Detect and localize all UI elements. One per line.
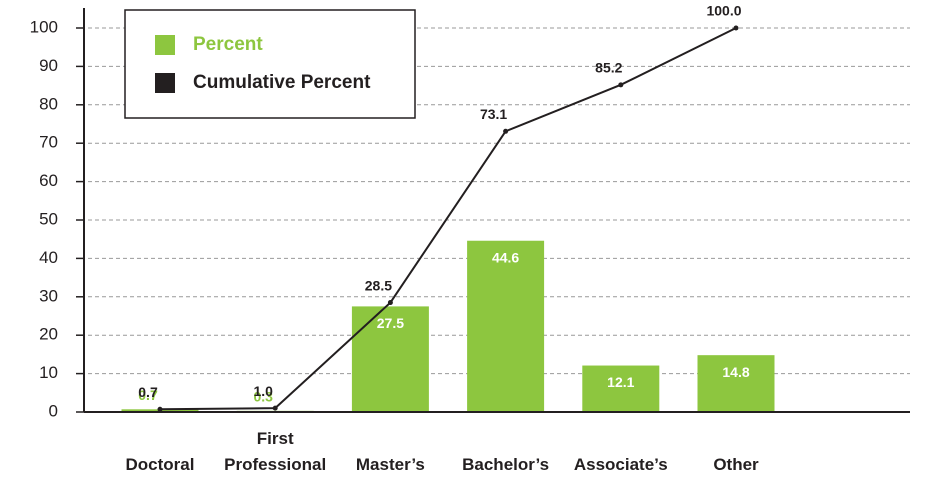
- legend-label: Percent: [193, 34, 263, 55]
- x-tick-label: Associate’s: [573, 455, 668, 474]
- legend-label: Cumulative Percent: [193, 72, 371, 93]
- line-value-label: 85.2: [595, 60, 622, 76]
- bar: [582, 365, 660, 412]
- y-tick-label: 20: [39, 325, 58, 344]
- line-point: [157, 406, 163, 412]
- bar-value-label: 0.3: [253, 389, 273, 405]
- line-value-label: 1.0: [253, 383, 273, 399]
- y-tick-label: 70: [39, 133, 58, 152]
- line-value-label: 0.7: [138, 384, 158, 400]
- bar-value-label: 0.7: [138, 387, 158, 403]
- line-point: [733, 25, 739, 31]
- bar: [697, 355, 775, 412]
- bar-value-label: 14.8: [722, 364, 749, 380]
- line-value-label: 28.5: [365, 277, 392, 293]
- x-tick-label: Bachelor’s: [462, 455, 550, 474]
- line-point: [387, 300, 393, 306]
- x-tick-label: Other: [713, 455, 759, 474]
- y-tick-label: 30: [39, 286, 58, 305]
- bar: [351, 306, 429, 412]
- line-value-label: 100.0: [706, 3, 741, 19]
- y-tick-label: 90: [39, 56, 58, 75]
- y-tick-label: 60: [39, 171, 58, 190]
- bar-value-label: 44.6: [492, 249, 519, 265]
- y-tick-label: 40: [39, 248, 58, 267]
- y-tick-label: 10: [39, 363, 58, 382]
- y-tick-label: 0: [49, 401, 58, 420]
- bar-value-label: 12.1: [607, 374, 634, 390]
- x-tick-label: Doctoral: [125, 455, 195, 474]
- y-tick-label: 80: [39, 94, 58, 113]
- y-tick-label: 100: [30, 17, 58, 36]
- x-tick-label: Master’s: [355, 455, 425, 474]
- line-value-label: 73.1: [480, 106, 507, 122]
- line-point: [503, 128, 509, 134]
- bar-value-label: 27.5: [377, 315, 404, 331]
- legend-swatch: [155, 35, 175, 55]
- line-point: [618, 82, 624, 88]
- line-point: [272, 405, 278, 411]
- y-tick-label: 50: [39, 209, 58, 228]
- legend-box: [124, 9, 416, 119]
- x-tick-label: First Professional: [224, 429, 327, 474]
- bar: [467, 240, 545, 412]
- cumulative-line: [159, 27, 737, 411]
- legend-swatch: [155, 73, 175, 93]
